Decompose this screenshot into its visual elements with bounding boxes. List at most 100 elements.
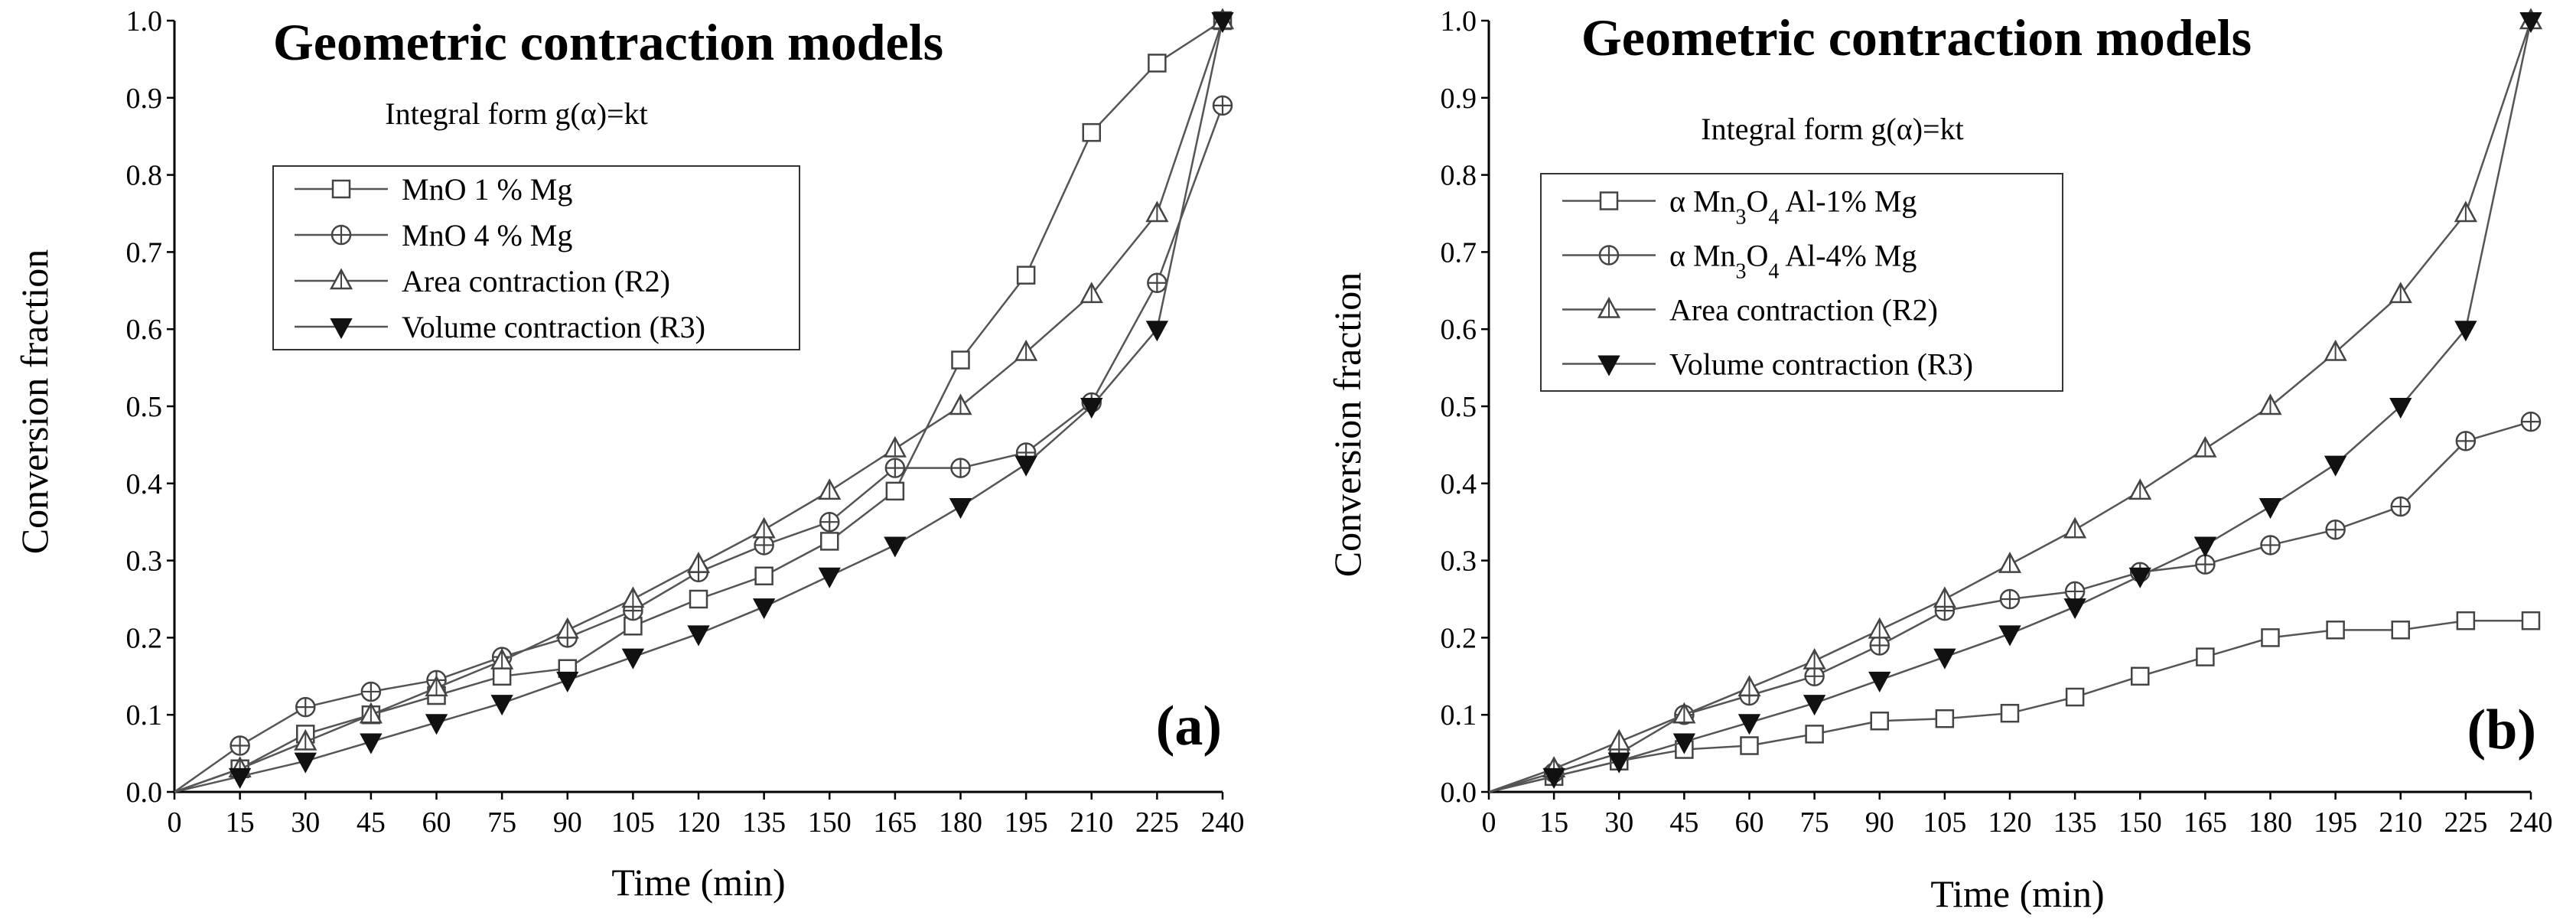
data-point-cross — [2001, 590, 2019, 608]
data-point — [1935, 709, 1955, 728]
data-point — [1804, 666, 1825, 687]
series-line — [174, 19, 1223, 793]
legend-label-part: 3 — [1736, 205, 1747, 229]
x-tick-label: 150 — [808, 806, 852, 839]
data-point — [1672, 733, 1696, 754]
x-tick-label: 15 — [226, 806, 255, 839]
data-point — [884, 536, 907, 558]
y-tick-label: 1.0 — [1441, 5, 1477, 37]
x-tick-label: 195 — [2314, 806, 2357, 839]
axes-frame — [173, 21, 1223, 793]
legend-label: Area contraction (R2) — [402, 264, 670, 298]
data-point-cross — [1213, 96, 1232, 115]
x-tick-label: 0 — [1482, 806, 1496, 839]
data-point — [2391, 621, 2410, 640]
x-tick-label: 75 — [487, 806, 516, 839]
data-point — [2455, 431, 2477, 451]
legend-label: Volume contraction (R3) — [1669, 347, 1973, 382]
data-point — [2128, 478, 2152, 500]
data-point-cross — [296, 698, 315, 717]
data-point — [2456, 611, 2476, 630]
y-tick-label: 1.0 — [126, 5, 163, 37]
data-point-cross — [2066, 582, 2085, 601]
data-point — [884, 458, 906, 478]
x-tick-label: 135 — [742, 806, 786, 839]
data-point — [2261, 628, 2280, 647]
data-point — [1998, 625, 2021, 647]
legend-label-part: 4 — [1768, 259, 1779, 283]
data-point — [1148, 54, 1167, 73]
data-point — [2063, 598, 2086, 620]
data-point — [1998, 552, 2022, 573]
y-tick-label: 0.7 — [1441, 236, 1477, 269]
x-tick-label: 210 — [2379, 806, 2422, 839]
legend-label-part: Al-4% Mg — [1779, 239, 1917, 273]
data-point — [1014, 455, 1037, 477]
data-point — [1803, 695, 1826, 716]
legend-label-part: 4 — [1768, 205, 1779, 229]
chart-panel-b: 0.0 0.1 0.2 0.3 0.4 0.5 0.6 0.7 0.8 0.9 1.0 0 15 30 45… — [1326, 5, 2553, 915]
legend-label: MnO 4 % Mg — [402, 218, 572, 252]
x-tick-label: 165 — [2184, 806, 2227, 839]
chart-title: Geometric contraction models — [273, 13, 943, 71]
y-tick-label: 0.0 — [126, 777, 163, 809]
data-point — [1737, 714, 1761, 735]
data-point — [621, 586, 645, 608]
chart-panel-a: 0.0 0.1 0.2 0.3 0.4 0.5 0.6 0.7 0.8 0.9 1.0 0 15 30 45… — [13, 5, 1245, 904]
data-point — [2193, 536, 2217, 558]
data-point — [1869, 635, 1890, 656]
legend: MnO 1 % Mg MnO 4 % Mg Area contraction (R2… — [272, 165, 800, 350]
y-tick-label: 0.9 — [1441, 83, 1477, 115]
data-point — [2258, 393, 2282, 415]
data-point — [2324, 455, 2347, 477]
series-3 — [174, 8, 1235, 793]
legend-entry-4: Volume contraction (R3) — [295, 310, 705, 344]
data-point — [2000, 703, 2020, 723]
data-point — [425, 675, 448, 697]
data-point — [490, 695, 513, 716]
y-tick-label: 0.6 — [126, 314, 163, 346]
y-axis-title: Conversion fraction — [1326, 272, 1369, 578]
y-tick-label: 0.5 — [126, 391, 163, 423]
data-point — [295, 696, 316, 718]
y-tick-label: 0.8 — [1441, 160, 1477, 192]
data-point — [1212, 95, 1233, 116]
data-point-cross — [361, 682, 380, 701]
legend-marker — [1598, 245, 1620, 266]
series-3 — [1488, 8, 2543, 793]
legend-label: Volume contraction (R3) — [402, 310, 705, 344]
data-point — [2389, 282, 2412, 304]
data-point-cross — [2261, 536, 2280, 555]
data-point — [1082, 122, 1101, 142]
x-tick-label: 45 — [1669, 806, 1698, 839]
data-point — [1803, 648, 1826, 670]
x-tick-label: 180 — [2249, 806, 2292, 839]
legend-marker — [331, 224, 352, 246]
data-point — [2065, 687, 2085, 707]
data-point-cross — [2196, 555, 2215, 574]
data-point — [949, 393, 972, 415]
data-point — [1147, 272, 1168, 293]
legend-entry-3: Area contraction (R2) — [295, 264, 670, 298]
y-tick-label: 0.5 — [1441, 391, 1477, 423]
x-tick-label: 240 — [1201, 806, 1245, 839]
x-axis-title: Time (min) — [1930, 872, 2104, 915]
data-point — [689, 589, 708, 609]
data-point — [555, 617, 579, 639]
data-point — [360, 681, 382, 702]
legend-entry-3: Area contraction (R2) — [1562, 293, 1938, 327]
data-point-cross — [820, 513, 839, 532]
x-tick-label: 120 — [1988, 806, 2032, 839]
data-point-cross — [2326, 520, 2345, 539]
data-point — [1014, 339, 1038, 361]
data-point — [294, 752, 317, 774]
data-point — [359, 702, 383, 724]
data-point — [1933, 648, 1956, 670]
data-point — [1607, 728, 1631, 751]
legend-marker — [1597, 296, 1621, 318]
legend-label-part: O — [1747, 184, 1769, 219]
legend-marker — [329, 268, 353, 290]
data-point — [2326, 621, 2345, 640]
